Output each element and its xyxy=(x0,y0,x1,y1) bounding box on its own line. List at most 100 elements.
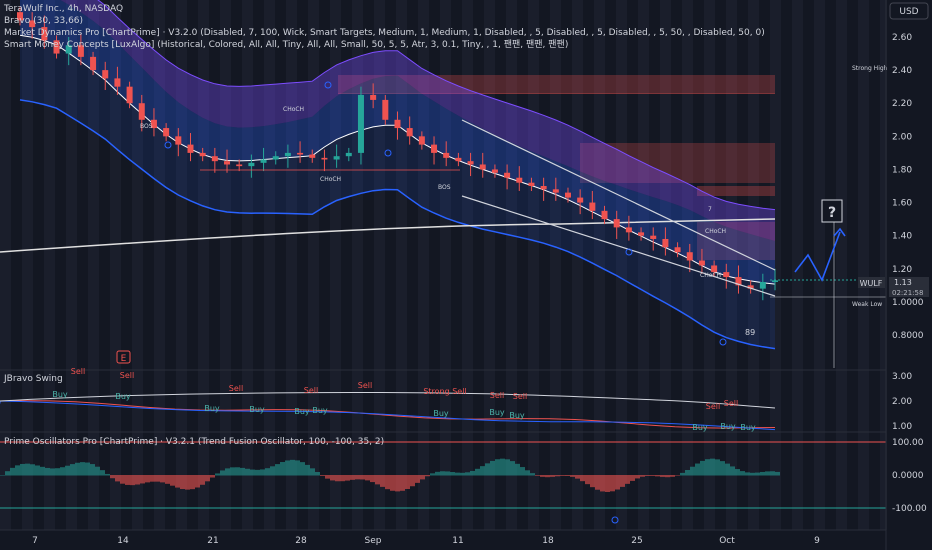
buy-signal: Buy xyxy=(115,392,131,401)
osc-bar xyxy=(405,475,410,490)
osc-bar xyxy=(145,475,150,483)
candle-body xyxy=(504,172,511,178)
osc-bar xyxy=(520,467,525,476)
session-stripe xyxy=(22,0,33,530)
candle-body xyxy=(284,152,291,157)
osc-bar xyxy=(320,475,325,476)
osc-bar xyxy=(230,467,235,476)
osc-bar xyxy=(290,459,295,476)
osc-bar xyxy=(370,475,375,483)
osc-bar xyxy=(725,463,730,476)
projection-arrow xyxy=(794,231,841,282)
candle-body xyxy=(552,189,559,193)
indicator-market-dynamics: Market Dynamics Pro [ChartPrime] · V3.2.… xyxy=(4,28,765,38)
osc-bar xyxy=(70,464,75,476)
osc-bar xyxy=(210,475,215,478)
osc-bar xyxy=(715,459,720,476)
osc-bar xyxy=(700,460,705,476)
upper-band-line xyxy=(97,0,776,211)
time-axis[interactable]: 7 14 21 28 Sep 11 18 25 Oct 9 xyxy=(0,529,886,546)
time-tick-label: Sep xyxy=(365,536,382,546)
time-tick-label: 21 xyxy=(207,536,218,546)
osc-bar xyxy=(565,475,570,476)
osc-bar xyxy=(325,475,330,479)
choch-label-3: CHoCH xyxy=(705,228,726,235)
question-mark-box: ? xyxy=(821,199,843,223)
candle-body xyxy=(138,103,145,120)
price-tick-label: 1.20 xyxy=(892,265,912,275)
candle-body xyxy=(735,277,742,286)
sell-signal: Sell xyxy=(304,386,318,395)
wave-digit: 7 xyxy=(708,206,712,213)
candle-body xyxy=(126,86,133,104)
session-stripe xyxy=(462,0,473,530)
osc-bar xyxy=(545,475,550,478)
osc-bar xyxy=(765,471,770,476)
osc-bar xyxy=(15,465,20,476)
candle-body xyxy=(211,156,218,162)
currency-button[interactable]: USD xyxy=(889,2,929,20)
osc-bar xyxy=(775,471,780,476)
session-stripe xyxy=(66,0,77,530)
candle-body xyxy=(187,144,194,153)
price-tick-label: 2.60 xyxy=(892,33,912,43)
candle-body xyxy=(638,232,645,236)
osc-bar xyxy=(355,475,360,480)
osc-bar xyxy=(360,475,365,480)
price-tick-label: 2.40 xyxy=(892,66,912,76)
price-axis[interactable]: 2.60 2.40 2.20 2.00 1.80 1.60 1.40 1.20 1.0000 0.… xyxy=(885,0,932,550)
osc-bar xyxy=(215,473,220,476)
time-tick-label: 9 xyxy=(814,536,820,546)
price-tick-label: 0.8000 xyxy=(892,331,924,341)
osc-bar xyxy=(560,475,565,476)
candle-body xyxy=(772,280,778,283)
price-tick-label: 2.20 xyxy=(892,99,912,109)
earnings-icon[interactable]: E xyxy=(116,350,131,364)
osc-bar xyxy=(595,475,600,490)
osc-bar xyxy=(120,475,125,484)
osc-bar xyxy=(570,475,575,477)
osc-bar xyxy=(260,469,265,476)
osc-bar xyxy=(225,468,230,476)
osc-bar xyxy=(40,466,45,476)
osc-bar xyxy=(540,475,545,477)
session-stripe xyxy=(836,0,847,530)
candle-body xyxy=(102,70,109,79)
session-stripe xyxy=(132,0,143,530)
candle-body xyxy=(528,182,535,186)
osc-bar xyxy=(505,459,510,476)
osc-bar xyxy=(665,475,670,478)
candle-body xyxy=(662,238,669,248)
choch-label-2: CHoCH xyxy=(283,106,304,113)
sell-signal: Sell xyxy=(513,392,527,401)
buy-signal: Buy xyxy=(249,405,265,414)
osc-bar xyxy=(100,470,105,476)
session-stripe xyxy=(506,0,517,530)
sell-signal: Strong Sell xyxy=(423,387,466,396)
pivot-marker xyxy=(625,248,633,256)
osc-bar xyxy=(155,475,160,482)
candle-body xyxy=(723,272,730,278)
session-stripe xyxy=(330,0,341,530)
osc-bar xyxy=(615,475,620,490)
lower-band-line xyxy=(19,99,776,350)
osc-bar xyxy=(670,475,675,477)
osc-bar xyxy=(660,475,665,477)
price-tick-label: 2.00 xyxy=(892,132,912,142)
price-tick-label: 1.0000 xyxy=(892,298,924,308)
osc-bar xyxy=(720,461,725,476)
candle-body xyxy=(90,56,97,71)
osc-bar xyxy=(500,458,505,476)
osc-bar xyxy=(335,475,340,482)
osc-bar xyxy=(390,475,395,491)
sell-signal: Sell xyxy=(724,399,738,408)
osc-bar xyxy=(685,469,690,476)
session-stripe xyxy=(638,0,649,530)
osc-bar xyxy=(35,465,40,476)
sell-signal: Sell xyxy=(120,371,134,380)
osc-bar xyxy=(600,475,605,492)
candle-body xyxy=(650,235,657,239)
buy-signal: Buy xyxy=(312,406,328,415)
bos-label-2: BOS xyxy=(438,184,451,191)
